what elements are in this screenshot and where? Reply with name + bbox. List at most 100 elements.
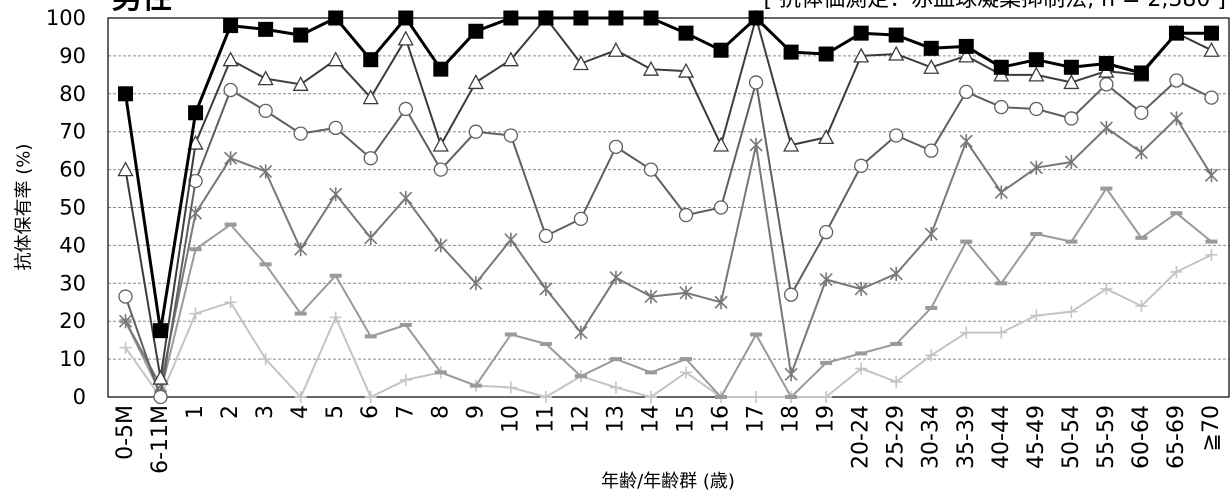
x-tick-label: 4 — [288, 405, 313, 419]
data-point-square — [853, 25, 869, 41]
data-point-circle — [433, 162, 448, 177]
data-point-square — [118, 86, 134, 102]
data-point-square — [783, 44, 799, 60]
data-point-triangle — [327, 51, 344, 67]
data-point-plus — [504, 381, 517, 394]
data-point-dash — [750, 332, 763, 337]
data-point-square — [398, 10, 414, 26]
data-point-asterisk — [959, 134, 973, 149]
data-point-triangle — [818, 129, 835, 145]
data-point-circle — [1029, 101, 1044, 117]
x-tick-label: 16 — [709, 405, 734, 433]
data-point-square — [538, 10, 554, 26]
data-point-circle — [713, 200, 729, 215]
x-tick-label: 11 — [533, 405, 558, 433]
data-point-asterisk — [924, 227, 938, 242]
data-point-circle — [643, 162, 659, 177]
y-tick-label: 60 — [59, 158, 86, 182]
data-point-plus — [1205, 248, 1218, 261]
data-point-asterisk — [574, 325, 588, 340]
data-point-asterisk — [1134, 145, 1148, 160]
data-point-triangle — [783, 136, 800, 152]
data-point-circle — [1064, 111, 1079, 126]
x-tick-label: 12 — [568, 405, 593, 433]
data-point-circle — [818, 224, 834, 240]
data-point-plus — [890, 375, 903, 388]
chart-subtitle: [ 抗体価測定：赤血球凝集抑制法, n = 2,380 ] — [764, 0, 1227, 12]
x-tick-label: ≧70 — [1199, 405, 1224, 451]
y-tick-label: 10 — [59, 347, 86, 371]
data-point-triangle — [853, 47, 870, 63]
data-point-circle — [398, 101, 413, 117]
y-tick-label: 80 — [59, 82, 86, 106]
data-point-asterisk — [224, 151, 238, 166]
data-point-dash — [644, 370, 657, 375]
series — [117, 9, 1220, 385]
data-point-plus — [189, 307, 202, 320]
data-point-circle — [1204, 90, 1219, 105]
y-tick-label: 30 — [59, 271, 86, 295]
data-point-dash — [820, 360, 833, 365]
data-point-asterisk — [714, 295, 728, 310]
data-point-triangle — [222, 51, 239, 67]
data-point-circle — [608, 139, 624, 155]
data-point-circle — [924, 143, 939, 158]
y-axis-title: 抗体保有率 (%) — [14, 144, 35, 271]
data-point-dash — [995, 281, 1008, 286]
data-point-circle — [573, 211, 589, 227]
data-point-dash — [364, 334, 377, 339]
data-point-square — [293, 27, 309, 43]
data-point-asterisk — [1029, 160, 1043, 175]
data-point-square — [223, 18, 239, 34]
data-point-plus — [1030, 309, 1043, 322]
data-point-plus — [1135, 300, 1148, 313]
data-point-dash — [294, 311, 307, 316]
series — [118, 10, 1219, 339]
data-point-dash — [189, 247, 202, 252]
data-point-square — [1028, 52, 1044, 68]
data-point-asterisk — [644, 289, 658, 304]
data-point-asterisk — [364, 230, 378, 245]
data-point-plus — [995, 326, 1008, 339]
y-tick-label: 0 — [73, 385, 86, 409]
x-tick-label: 65-69 — [1164, 405, 1189, 469]
data-point-circle — [363, 151, 378, 166]
plot-frame — [107, 17, 1230, 398]
data-point-triangle — [467, 74, 484, 90]
data-point-plus — [119, 341, 132, 354]
x-tick-label: 45-49 — [1024, 405, 1049, 469]
data-point-triangle — [677, 62, 695, 78]
data-point-asterisk — [539, 281, 553, 296]
data-point-triangle — [923, 58, 940, 74]
data-point-square — [1168, 25, 1184, 41]
x-tick-label: 20-24 — [849, 405, 874, 469]
x-tick-label: 7 — [393, 405, 418, 419]
data-point-asterisk — [399, 191, 413, 206]
data-point-asterisk — [889, 266, 903, 281]
data-point-circle — [223, 82, 238, 98]
series — [118, 111, 1219, 393]
data-point-asterisk — [1099, 120, 1113, 135]
data-point-square — [678, 25, 694, 41]
data-point-circle — [1099, 77, 1114, 92]
data-point-plus — [1065, 305, 1078, 318]
data-point-plus — [259, 353, 272, 366]
data-point-circle — [994, 99, 1009, 115]
data-point-circle — [748, 75, 764, 90]
data-point-square — [573, 10, 589, 26]
data-point-circle — [678, 207, 694, 223]
x-tick-label: 0-5M — [113, 405, 138, 460]
data-point-dash — [609, 357, 622, 362]
data-point-triangle — [958, 47, 975, 63]
data-point-triangle — [1028, 66, 1045, 82]
data-point-dash — [890, 341, 903, 346]
x-tick-label: 8 — [428, 405, 453, 419]
data-point-circle — [468, 124, 483, 139]
data-point-plus — [329, 311, 342, 324]
data-point-square — [188, 105, 204, 121]
data-point-square — [958, 38, 974, 54]
x-axis-ticks: 0-5M 6-11M 1 2 3 4 5 6 7 8 9 10 11 12 13 14 15 16 17 18 19 20… — [113, 405, 1224, 474]
data-point-circle — [293, 126, 308, 141]
data-point-circle — [1169, 73, 1184, 88]
x-tick-label: 18 — [779, 405, 804, 433]
